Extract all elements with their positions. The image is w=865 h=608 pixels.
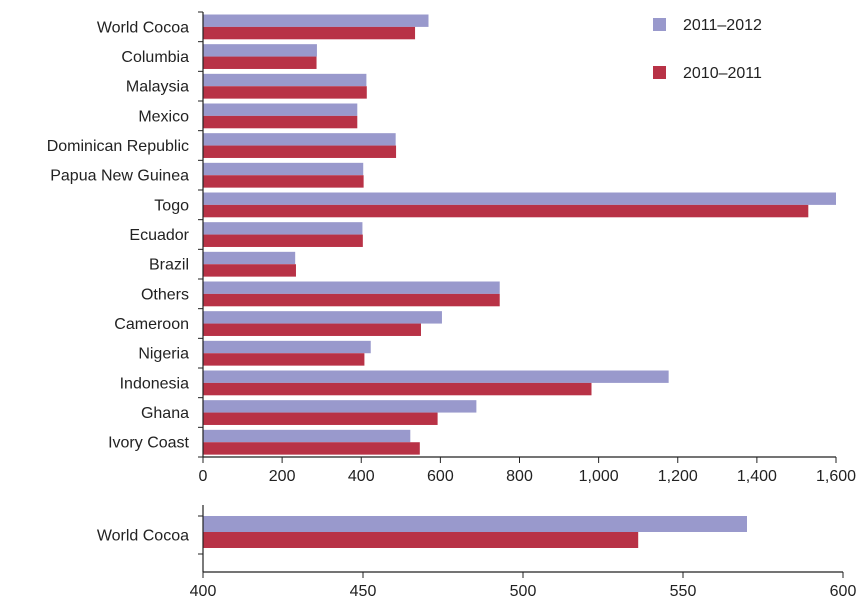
main-bar-chart: World Cocoa Columbia Malaysia Mexico Dominic… [47,11,856,485]
x-tick-label: 1,600 [816,468,856,485]
x-tick-label: 500 [510,583,537,600]
x-tick-label: 400 [348,468,375,485]
bar-dominican-republic-series-2 [203,145,397,158]
category-label-ecuador: Ecuador [129,227,189,244]
inset-bar-chart: World Cocoa 400 450 500 550 600 [97,505,857,600]
bar-ivory-coast-series-2 [203,442,420,455]
bar-nigeria-series-1 [203,340,371,354]
legend-item-1-swatch [653,18,666,31]
x-tick-label: 1,000 [579,468,619,485]
category-label-mexico: Mexico [138,108,189,125]
bar-mexico-series-2 [203,115,358,129]
bar-malaysia-series-2 [203,86,367,99]
bar-papua-new-guinea-series-2 [203,175,364,188]
x-tick-label: 600 [427,468,454,485]
bar-indonesia-series-2 [203,382,592,396]
bar-dominican-republic-series-1 [203,133,396,146]
x-tick-label: 1,200 [658,468,698,485]
category-label-togo: Togo [154,197,189,214]
bar-brazil-series-1 [203,251,296,265]
bar-world-cocoa-series-1 [203,14,429,27]
bar-togo-series-2 [203,204,809,218]
category-label-indonesia: Indonesia [120,375,189,392]
x-tick-label: 800 [506,468,533,485]
bar-nigeria-series-2 [203,353,365,366]
x-tick-label: 550 [670,583,697,600]
category-label-world-cocoa: World Cocoa [97,19,189,36]
bar-ecuador-series-1 [203,222,363,235]
x-tick-label: 450 [350,583,377,600]
bar-ivory-coast-series-1 [203,429,411,443]
x-tick-label: 0 [199,468,208,485]
x-tick-label: 400 [190,583,217,600]
x-tick-label: 600 [830,583,857,600]
category-label-ivory-coast: Ivory Coast [108,435,189,452]
category-label-cameroon: Cameroon [114,316,189,333]
category-label-nigeria: Nigeria [138,346,189,363]
category-label-brazil: Brazil [149,257,189,274]
category-label-ghana: Ghana [141,405,189,422]
bar-world-cocoa-series-2 [203,532,639,548]
category-label-others: Others [141,286,189,303]
bar-cameroon-series-2 [203,323,421,336]
legend: 2011–2012 2010–2011 [653,17,762,82]
bar-malaysia-series-1 [203,73,367,87]
bar-togo-series-1 [203,192,836,205]
bar-cameroon-series-1 [203,311,442,324]
bar-world-cocoa-series-1 [203,516,747,532]
legend-item-1-label: 2011–2012 [683,17,762,34]
bar-columbia-series-2 [203,56,317,69]
bar-world-cocoa-series-2 [203,26,416,40]
bar-others-series-1 [203,281,500,294]
category-label-world-cocoa: World Cocoa [97,528,189,545]
x-tick-label: 1,400 [737,468,777,485]
bar-ghana-series-2 [203,412,438,425]
legend-item-2-label: 2010–2011 [683,65,762,82]
x-tick-label: 200 [269,468,296,485]
category-label-malaysia: Malaysia [126,79,189,96]
bar-papua-new-guinea-series-1 [203,162,364,176]
category-label-dominican-republic: Dominican Republic [47,138,189,155]
bar-others-series-2 [203,293,500,307]
bar-mexico-series-1 [203,103,358,116]
bar-indonesia-series-1 [203,370,669,383]
bar-brazil-series-2 [203,264,296,277]
bar-ecuador-series-2 [203,234,363,247]
legend-item-2-swatch [653,66,666,79]
bar-columbia-series-1 [203,44,317,57]
category-label-columbia: Columbia [121,49,189,66]
bar-ghana-series-1 [203,400,477,413]
category-label-papua-new-guinea: Papua New Guinea [50,168,189,185]
